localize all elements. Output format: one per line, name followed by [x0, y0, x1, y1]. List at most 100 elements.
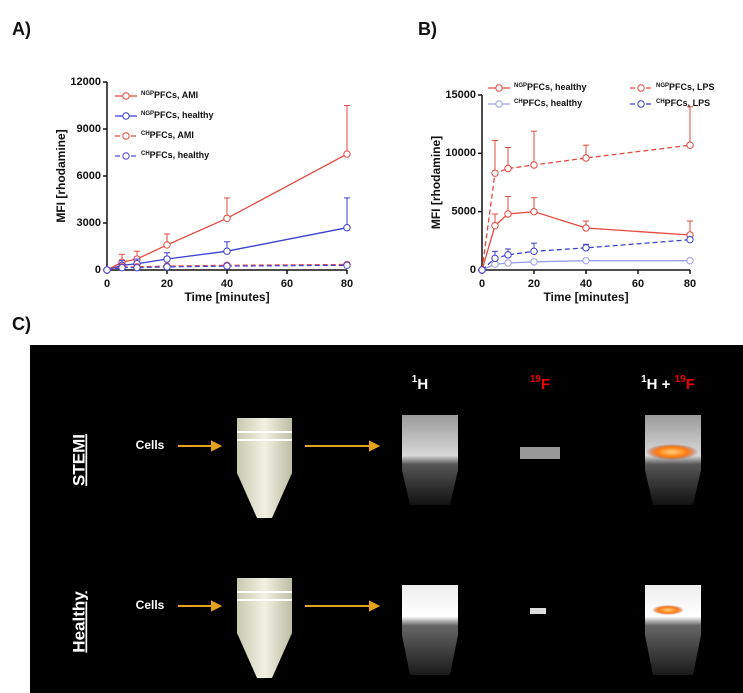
legend-text: PFCs, LPS: [669, 82, 715, 92]
data-point: [133, 263, 141, 272]
legend-label: NGPPFCs, healthy: [514, 82, 587, 92]
y-tick-label: 5000: [452, 206, 476, 218]
legend-text: PFCs, AMI: [150, 130, 194, 140]
data-point: [686, 256, 694, 265]
panel-background: [30, 345, 743, 693]
y-tick-label: 9000: [77, 123, 101, 135]
legend-text: PFCs, healthy: [523, 98, 583, 108]
data-point: [582, 154, 590, 162]
data-point: [491, 254, 499, 263]
panel-c: 1H 19F 1H + 19F STEMI Healthy Cells Cell…: [30, 345, 743, 693]
mri-images: [402, 415, 701, 675]
legend-marker: [122, 152, 130, 160]
legend-text: PFCs, LPS: [665, 98, 711, 108]
legend-text: PFCs, healthy: [150, 150, 210, 160]
legend-marker: [122, 132, 130, 140]
legend-superscript: CH: [141, 151, 150, 157]
row-label: STEMI: [69, 434, 88, 486]
data-point: [530, 258, 538, 266]
header-text: F: [686, 376, 695, 393]
legend-superscript: NGP: [141, 91, 154, 97]
data-point: [530, 247, 538, 256]
tube-photo: [237, 418, 292, 678]
y-tick-label: 0: [470, 264, 476, 276]
legend-superscript: CH: [141, 131, 150, 137]
data-point: [478, 266, 486, 274]
data-point: [504, 251, 512, 259]
x-axis-label: Time [minutes]: [543, 290, 628, 304]
data-point: [223, 262, 231, 270]
data-point: [582, 244, 590, 252]
header-text: H: [417, 376, 428, 393]
y-tick-label: 15000: [445, 89, 476, 101]
legend-label: CHPFCs, LPS: [656, 98, 710, 108]
panel-label: A): [12, 19, 31, 39]
header-text: H: [647, 376, 658, 393]
row-label: Healthy: [69, 591, 88, 653]
legend-superscript: NGP: [514, 83, 527, 89]
legend-superscript: CH: [514, 99, 523, 105]
column-header: 1H + 19F: [641, 374, 695, 393]
data-point: [491, 221, 499, 230]
legend-label: CHPFCs, healthy: [141, 150, 209, 160]
data-point: [343, 150, 351, 158]
y-tick-label: 3000: [77, 217, 101, 229]
data-point: [163, 241, 171, 249]
x-tick-label: 40: [580, 278, 592, 290]
legend-marker: [637, 100, 645, 108]
x-tick-label: 0: [479, 278, 485, 290]
data-point: [582, 256, 590, 265]
series-line: [481, 239, 691, 271]
panel-label: B): [418, 19, 437, 39]
x-tick-label: 20: [528, 278, 540, 290]
y-tick-label: 0: [95, 264, 101, 276]
x-tick-label: 40: [221, 278, 233, 290]
column-header: 1H: [412, 374, 428, 393]
series-line: [481, 144, 691, 271]
x-tick-label: 80: [341, 278, 353, 290]
data-point: [343, 261, 351, 269]
data-point: [686, 141, 694, 149]
data-point: [163, 263, 171, 271]
header-text: F: [541, 376, 550, 393]
x-tick-label: 60: [632, 278, 644, 290]
data-point: [163, 255, 171, 263]
y-tick-label: 12000: [70, 76, 101, 88]
superscript: 19: [675, 374, 687, 385]
legend-label: CHPFCs, healthy: [514, 98, 582, 108]
series-line: [481, 211, 691, 271]
panel-label: C): [12, 314, 31, 334]
legend-label: CHPFCs, AMI: [141, 130, 194, 140]
x-tick-label: 20: [161, 278, 173, 290]
legend-text: PFCs, healthy: [154, 110, 214, 120]
legend-text: PFCs, AMI: [154, 90, 198, 100]
data-point: [103, 266, 111, 274]
data-point: [118, 263, 126, 272]
data-point: [504, 210, 512, 218]
superscript: 19: [530, 374, 542, 385]
cells-label: Cells: [136, 438, 165, 452]
y-tick-label: 10000: [445, 147, 476, 159]
superscript: 1: [412, 374, 418, 385]
arrows: [178, 440, 381, 612]
legend-marker: [495, 100, 503, 108]
legend-marker: [122, 112, 130, 120]
x-tick-label: 0: [104, 278, 110, 290]
x-axis-label: Time [minutes]: [184, 290, 269, 304]
data-point: [686, 235, 694, 244]
y-axis-label: MFI [rhodamine]: [54, 129, 68, 222]
column-header: 19F: [530, 374, 550, 393]
legend-superscript: NGP: [141, 111, 154, 117]
data-point: [223, 247, 231, 255]
y-tick-label: 6000: [77, 170, 101, 182]
data-point: [343, 224, 351, 232]
legend-superscript: NGP: [656, 83, 669, 89]
data-point: [530, 207, 538, 216]
legend-text: PFCs, healthy: [527, 82, 587, 92]
header-text: +: [658, 376, 675, 393]
data-point: [504, 259, 512, 267]
legend-marker: [637, 84, 645, 92]
x-tick-label: 60: [281, 278, 293, 290]
legend-marker: [122, 92, 130, 100]
